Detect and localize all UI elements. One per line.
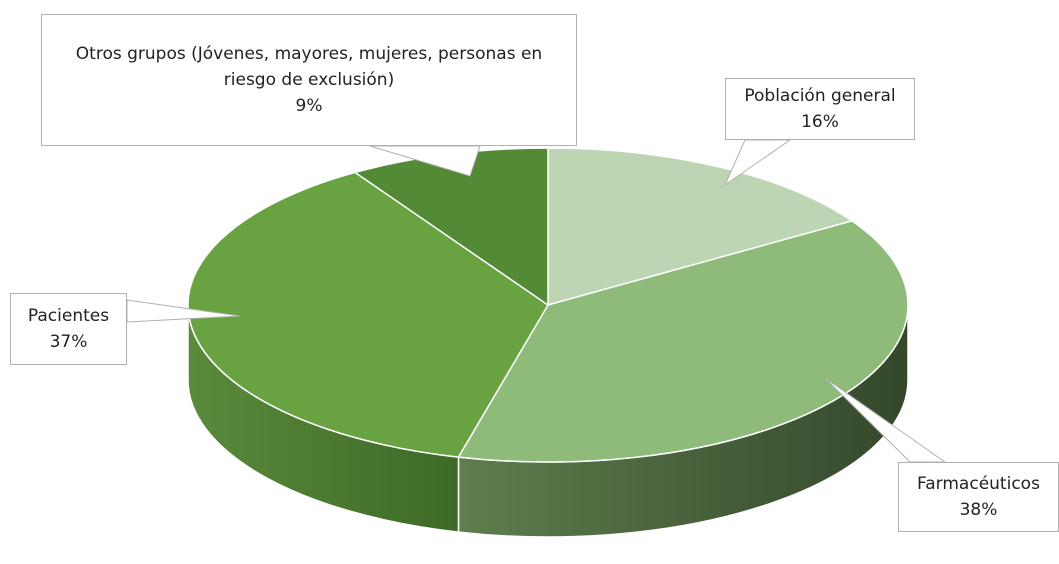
- label-value: 38%: [959, 500, 998, 520]
- data-label: Farmacéuticos 38%: [898, 462, 1059, 532]
- label-name: Población general: [744, 86, 896, 106]
- label-value: 37%: [49, 332, 88, 352]
- data-label: Otros grupos (Jóvenes, mayores, mujeres,…: [41, 14, 577, 146]
- label-pointer: [369, 145, 481, 177]
- label-value: 9%: [295, 96, 323, 116]
- label-name: Farmacéuticos: [917, 474, 1040, 494]
- label-name: Pacientes: [27, 306, 110, 326]
- data-label: Población general 16%: [725, 78, 915, 140]
- label-pointer: [723, 139, 792, 187]
- data-label: Pacientes 37%: [10, 293, 127, 365]
- label-pointer: [126, 299, 241, 323]
- label-name: Otros grupos (Jóvenes, mayores, mujeres,…: [75, 44, 543, 90]
- slice: [457, 220, 909, 463]
- slice: [547, 147, 854, 306]
- label-value: 16%: [801, 112, 839, 132]
